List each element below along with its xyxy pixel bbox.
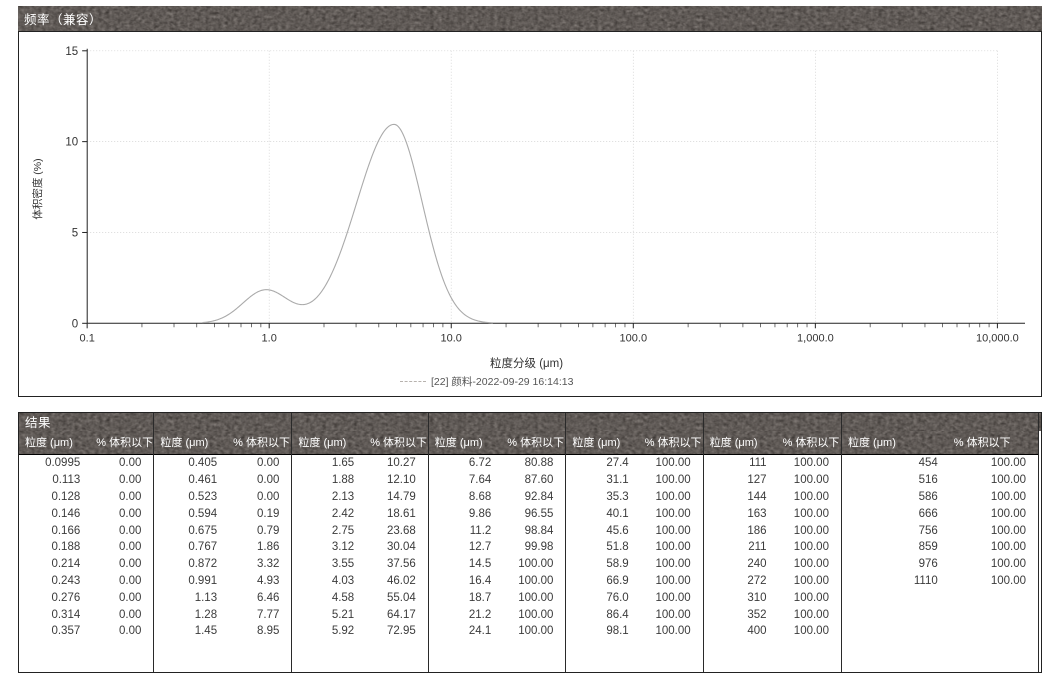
svg-text:15: 15 (65, 46, 78, 58)
svg-text:10,000.0: 10,000.0 (976, 332, 1019, 344)
svg-text:1,000.0: 1,000.0 (797, 332, 834, 344)
svg-text:0.1: 0.1 (80, 332, 95, 344)
svg-text:100.0: 100.0 (620, 332, 648, 344)
svg-text:1.0: 1.0 (262, 332, 277, 344)
svg-text:10.0: 10.0 (440, 332, 461, 344)
svg-text:0: 0 (72, 318, 78, 330)
svg-text:10: 10 (65, 136, 78, 148)
svg-text:5: 5 (72, 227, 78, 239)
